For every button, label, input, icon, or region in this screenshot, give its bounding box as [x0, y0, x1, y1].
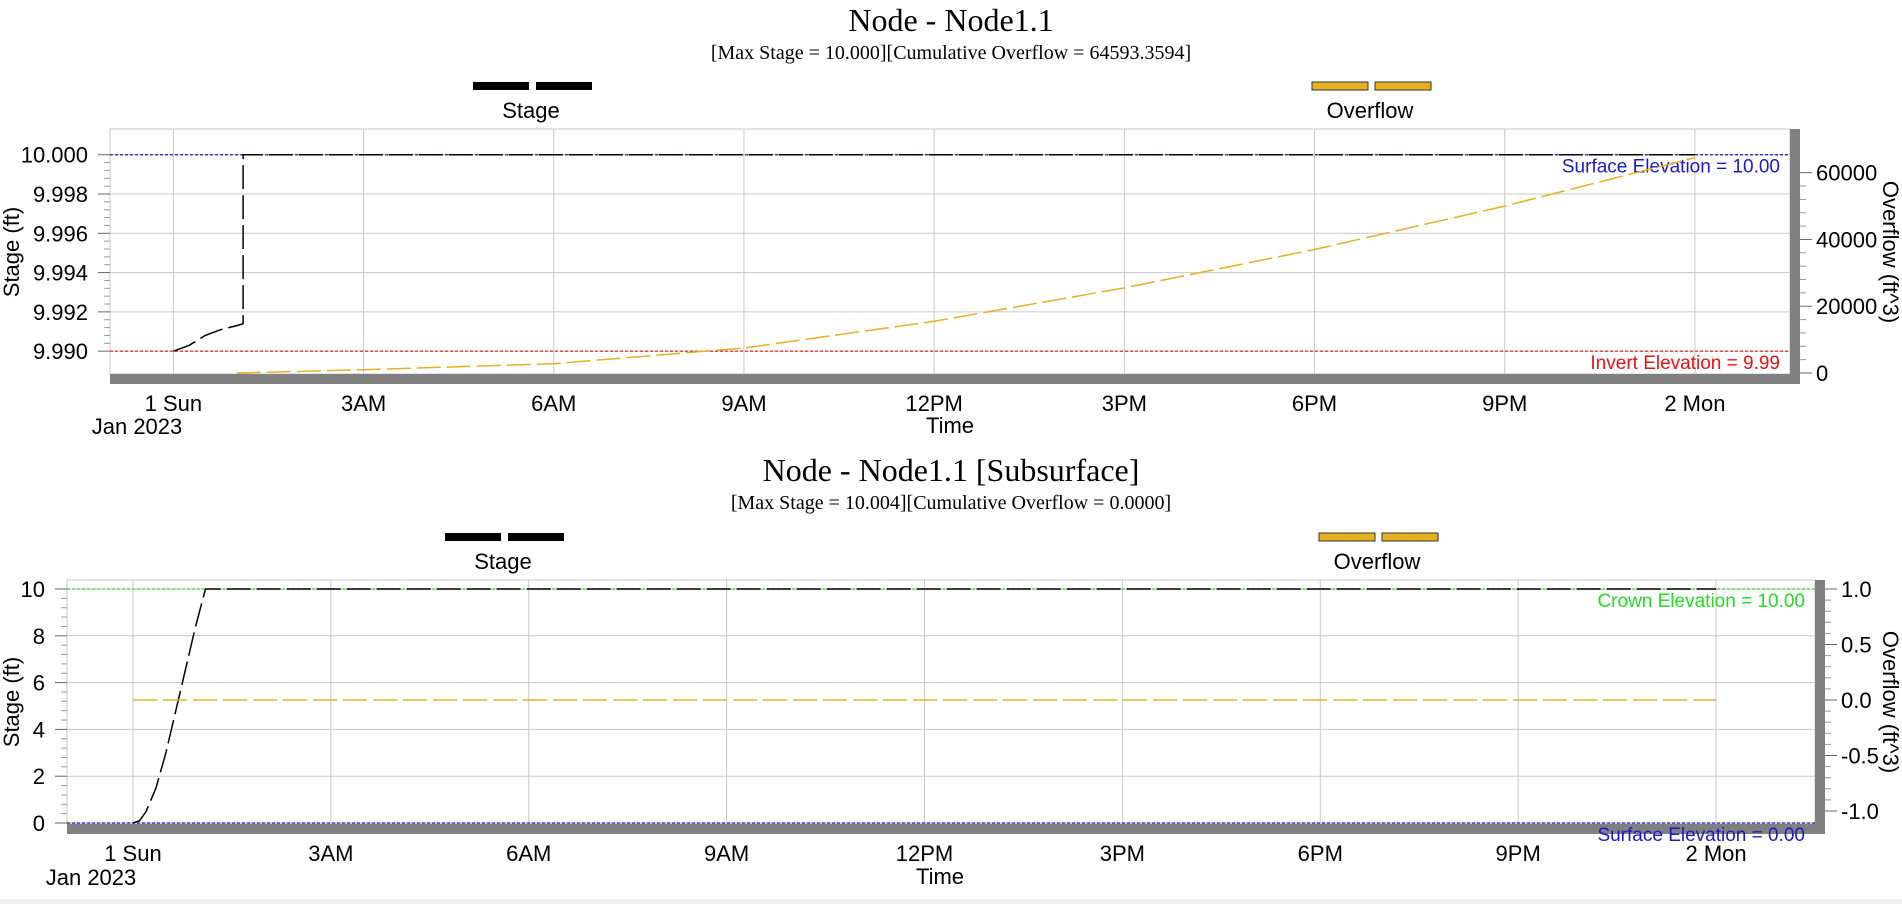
y-tick-label: 10 [21, 577, 45, 602]
x-tick-label: 3AM [341, 391, 386, 416]
y-tick-label: 9.996 [33, 221, 88, 246]
y-tick-label: 10.000 [21, 143, 88, 168]
y-tick-label: 0 [33, 811, 45, 836]
x-tick-label: 2 Mon [1664, 391, 1725, 416]
reference-line-label: Invert Elevation = 9.99 [1590, 353, 1780, 374]
x-axis-date-label: Jan 2023 [46, 865, 137, 890]
legend-swatch-stage [473, 82, 529, 90]
legend-swatch-overflow [1318, 532, 1376, 542]
series-line-stage [132, 588, 1717, 824]
y2-tick-label: 0.5 [1841, 633, 1872, 658]
chart-top: Node - Node1.1 [Max Stage = 10.000][Cumu… [0, 2, 1902, 439]
x-tick-label: 6PM [1292, 391, 1337, 416]
chart-subtitle: [Max Stage = 10.004][Cumulative Overflow… [731, 492, 1171, 514]
x-tick-label: 1 Sun [145, 391, 203, 416]
chart-title: Node - Node1.1 [848, 2, 1053, 38]
chart-subtitle: [Max Stage = 10.000][Cumulative Overflow… [711, 42, 1191, 64]
x-axis-date-label: Jan 2023 [92, 414, 183, 439]
x-tick-label: 9PM [1482, 391, 1527, 416]
x-tick-label: 1 Sun [104, 841, 162, 866]
x-axis: 1 Sun 3AM 6AM 9AM 12PM 3PM 6PM 9PM 2 Mon [145, 391, 1726, 416]
x-tick-label: 2 Mon [1685, 841, 1746, 866]
legend-swatch-stage [536, 82, 592, 90]
y-axis-right: -1.0 -0.5 0.0 0.5 1.0 [1825, 577, 1879, 824]
y-tick-label: 9.990 [33, 339, 88, 364]
chart-title: Node - Node1.1 [Subsurface] [763, 452, 1140, 488]
legend-swatch-overflow [1381, 532, 1439, 542]
y-axis-title: Stage (ft) [0, 207, 24, 297]
x-tick-label: 12PM [896, 841, 953, 866]
y-tick-label: 8 [33, 624, 45, 649]
plot-area: Crown Elevation = 10.00 Surface Elevation… [66, 579, 1825, 846]
series-line-stage [173, 153, 1695, 352]
y-tick-label: 4 [33, 717, 45, 742]
legend-swatch-stage [508, 533, 564, 541]
y-tick-label: 9.998 [33, 182, 88, 207]
legend-label-overflow: Overflow [1334, 549, 1421, 574]
legend-item-overflow[interactable]: Overflow [1311, 81, 1432, 123]
plot-background [109, 128, 1791, 375]
y2-tick-label: -1.0 [1841, 799, 1879, 824]
y-axis-left: 9.990 9.992 9.994 9.996 9.998 10.000 [21, 143, 110, 364]
plot-shadow-bottom [67, 824, 1817, 834]
x-tick-label: 6AM [531, 391, 576, 416]
x-tick-label: 6PM [1298, 841, 1343, 866]
legend: Stage Overflow [473, 81, 1432, 123]
y2-tick-label: 0 [1816, 361, 1828, 386]
plot-background [66, 579, 1816, 825]
legend-label-overflow: Overflow [1327, 98, 1414, 123]
legend-swatch-stage [445, 533, 501, 541]
y-axis-title: Stage (ft) [0, 657, 24, 747]
y2-tick-label: 1.0 [1841, 577, 1872, 602]
plot-shadow-bottom [110, 374, 1792, 384]
legend-label-stage: Stage [474, 549, 532, 574]
x-axis-title: Time [916, 864, 964, 889]
y-tick-label: 2 [33, 764, 45, 789]
legend-swatch-overflow [1374, 81, 1432, 91]
y-axis-right: 0 20000 40000 60000 [1800, 161, 1877, 386]
x-axis-title: Time [926, 413, 974, 438]
legend-item-stage[interactable]: Stage [445, 533, 564, 574]
y2-axis-title: Overflow (ft^3) [1878, 631, 1902, 773]
legend-item-stage[interactable]: Stage [473, 82, 592, 123]
y2-tick-label: -0.5 [1841, 744, 1879, 769]
reference-line-label: Surface Elevation = 0.00 [1597, 825, 1805, 846]
y2-tick-label: 60000 [1816, 161, 1877, 186]
y2-tick-label: 0.0 [1841, 688, 1872, 713]
plot-shadow-right [1815, 580, 1825, 834]
window-bottom-edge [0, 899, 1902, 904]
x-tick-label: 3AM [308, 841, 353, 866]
plot-area: Surface Elevation = 10.00 Invert Elevatio… [109, 128, 1800, 384]
legend-item-overflow[interactable]: Overflow [1318, 532, 1439, 574]
x-tick-label: 9AM [704, 841, 749, 866]
x-axis: 1 Sun 3AM 6AM 9AM 12PM 3PM 6PM 9PM 2 Mon [104, 841, 1746, 866]
y-tick-label: 9.994 [33, 261, 88, 286]
y2-tick-label: 40000 [1816, 227, 1877, 252]
reference-line-label: Crown Elevation = 10.00 [1597, 591, 1805, 612]
chart-bottom: Node - Node1.1 [Subsurface] [Max Stage =… [0, 452, 1902, 890]
legend-swatch-overflow [1311, 81, 1369, 91]
reference-line-label: Surface Elevation = 10.00 [1562, 157, 1780, 178]
y2-axis-title: Overflow (ft^3) [1878, 181, 1902, 323]
x-tick-label: 6AM [506, 841, 551, 866]
y-axis-left: 0 2 4 6 8 10 [21, 577, 67, 836]
y-tick-label: 6 [33, 671, 45, 696]
x-tick-label: 12PM [905, 391, 962, 416]
y2-tick-label: 20000 [1816, 294, 1877, 319]
legend: Stage Overflow [445, 532, 1439, 574]
y-tick-label: 9.992 [33, 300, 88, 325]
legend-label-stage: Stage [502, 98, 560, 123]
x-tick-label: 3PM [1102, 391, 1147, 416]
x-tick-label: 9PM [1496, 841, 1541, 866]
x-tick-label: 9AM [721, 391, 766, 416]
x-tick-label: 3PM [1100, 841, 1145, 866]
series-line-overflow [236, 156, 1696, 374]
plot-shadow-right [1790, 129, 1800, 384]
